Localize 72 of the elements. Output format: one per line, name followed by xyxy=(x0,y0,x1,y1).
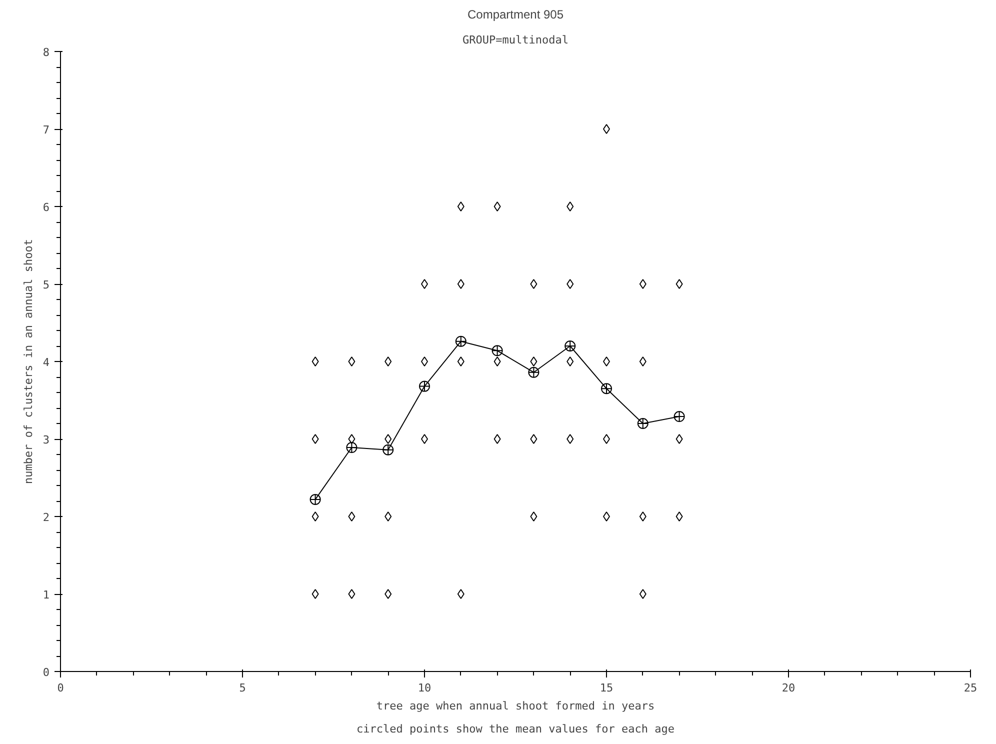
point xyxy=(639,356,646,366)
point xyxy=(676,434,683,444)
point xyxy=(457,279,464,289)
point xyxy=(603,512,610,522)
x-tick-label: 20 xyxy=(782,682,796,694)
point xyxy=(674,411,685,422)
point xyxy=(530,279,538,289)
point xyxy=(566,356,574,366)
y-tick-label: 5 xyxy=(42,278,50,292)
point xyxy=(637,418,648,429)
point xyxy=(348,434,356,444)
y-tick-label: 0 xyxy=(42,666,50,679)
point xyxy=(384,589,392,599)
chart-subtitle: GROUP=multinodal xyxy=(462,34,568,46)
point xyxy=(384,356,392,366)
point xyxy=(494,202,501,212)
point xyxy=(421,279,428,289)
point xyxy=(419,380,430,392)
y-axis-title: number of clusters in an annual shoot xyxy=(22,238,35,484)
point xyxy=(384,512,392,522)
point xyxy=(421,356,428,366)
point xyxy=(346,442,358,454)
point xyxy=(348,512,356,522)
x-tick-label: 5 xyxy=(239,682,246,694)
point xyxy=(528,366,540,378)
point xyxy=(312,356,319,366)
point xyxy=(310,494,321,505)
x-tick-label: 25 xyxy=(964,682,978,694)
point xyxy=(676,279,683,289)
y-tick-label: 6 xyxy=(42,201,50,214)
point xyxy=(639,589,646,599)
point xyxy=(603,434,610,444)
point xyxy=(530,356,538,366)
point xyxy=(530,512,538,522)
x-tick-label: 10 xyxy=(418,682,432,694)
x-tick-label: 15 xyxy=(600,682,614,694)
point xyxy=(494,356,501,366)
point xyxy=(494,434,501,444)
point xyxy=(564,340,576,352)
y-tick-label: 4 xyxy=(42,356,50,369)
point xyxy=(348,589,356,599)
point xyxy=(639,512,646,522)
point xyxy=(382,444,394,456)
y-tick-label: 1 xyxy=(42,588,50,602)
point xyxy=(603,356,610,366)
x-axis-title: tree age when annual shoot formed in years xyxy=(376,700,655,712)
point xyxy=(457,589,464,599)
point xyxy=(312,512,319,522)
point xyxy=(421,434,428,444)
chart-title: Compartment 905 xyxy=(467,8,564,22)
point xyxy=(676,512,683,522)
point xyxy=(348,356,356,366)
y-tick-label: 2 xyxy=(42,511,50,524)
point xyxy=(384,434,392,444)
point xyxy=(530,434,538,444)
y-tick-label: 8 xyxy=(42,46,50,59)
point xyxy=(566,434,574,444)
x-tick-label: 0 xyxy=(57,682,64,694)
point xyxy=(566,202,574,212)
y-tick-label: 3 xyxy=(42,434,50,446)
point xyxy=(457,356,464,366)
point xyxy=(457,202,464,212)
point xyxy=(455,336,466,347)
point xyxy=(566,279,574,289)
text: circled points show the mean values for each age xyxy=(356,722,674,736)
point xyxy=(492,345,503,356)
point xyxy=(603,124,610,134)
point xyxy=(312,434,319,444)
point xyxy=(312,589,319,599)
point xyxy=(639,279,646,289)
point xyxy=(601,383,612,394)
y-tick-label: 7 xyxy=(42,124,50,136)
